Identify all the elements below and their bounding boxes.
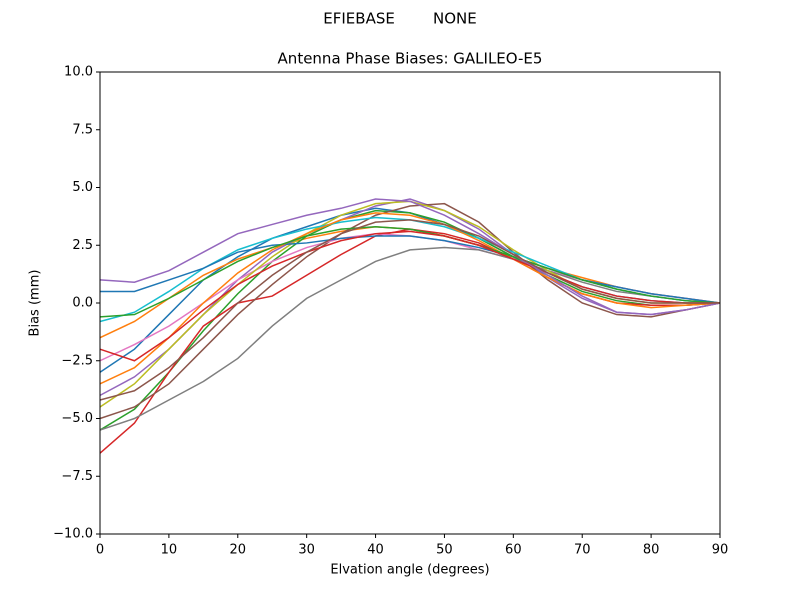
series-line [99,202,721,420]
x-tick-label: 10 [161,543,178,558]
series-line [99,226,721,318]
suptitle: EFIEBASE NONE [323,10,476,28]
y-tick-label: −7.5 [61,469,93,484]
y-tick-label: 2.5 [72,238,93,253]
x-tick-label: 60 [505,543,522,558]
series-line [99,219,720,401]
y-axis-label: Bias (mm) [28,270,43,337]
x-axis-label: Elvation angle (degrees) [330,563,489,578]
y-tick-label: 10.0 [64,65,93,80]
series-line [99,246,721,431]
y-tick-label: 7.5 [72,122,93,137]
x-tick-label: 70 [574,543,591,558]
x-tick-label: 40 [367,543,384,558]
y-tick-label: 0.0 [72,296,93,311]
x-tick-label: 80 [643,543,660,558]
x-tick-label: 50 [436,543,453,558]
x-tick-label: 30 [298,543,315,558]
series-line [99,230,720,362]
chart-title: Antenna Phase Biases: GALILEO-E5 [278,50,543,68]
x-tick-label: 0 [96,543,104,558]
series-line [99,212,721,385]
series-line [100,235,721,304]
series-line [99,198,721,316]
x-tick-label: 90 [712,543,729,558]
x-tick-label: 20 [230,543,247,558]
series-line [99,209,721,431]
y-tick-label: −5.0 [61,411,93,426]
y-tick-label: −10.0 [53,527,93,542]
y-tick-label: −2.5 [61,353,93,368]
y-tick-label: 5.0 [72,180,93,195]
